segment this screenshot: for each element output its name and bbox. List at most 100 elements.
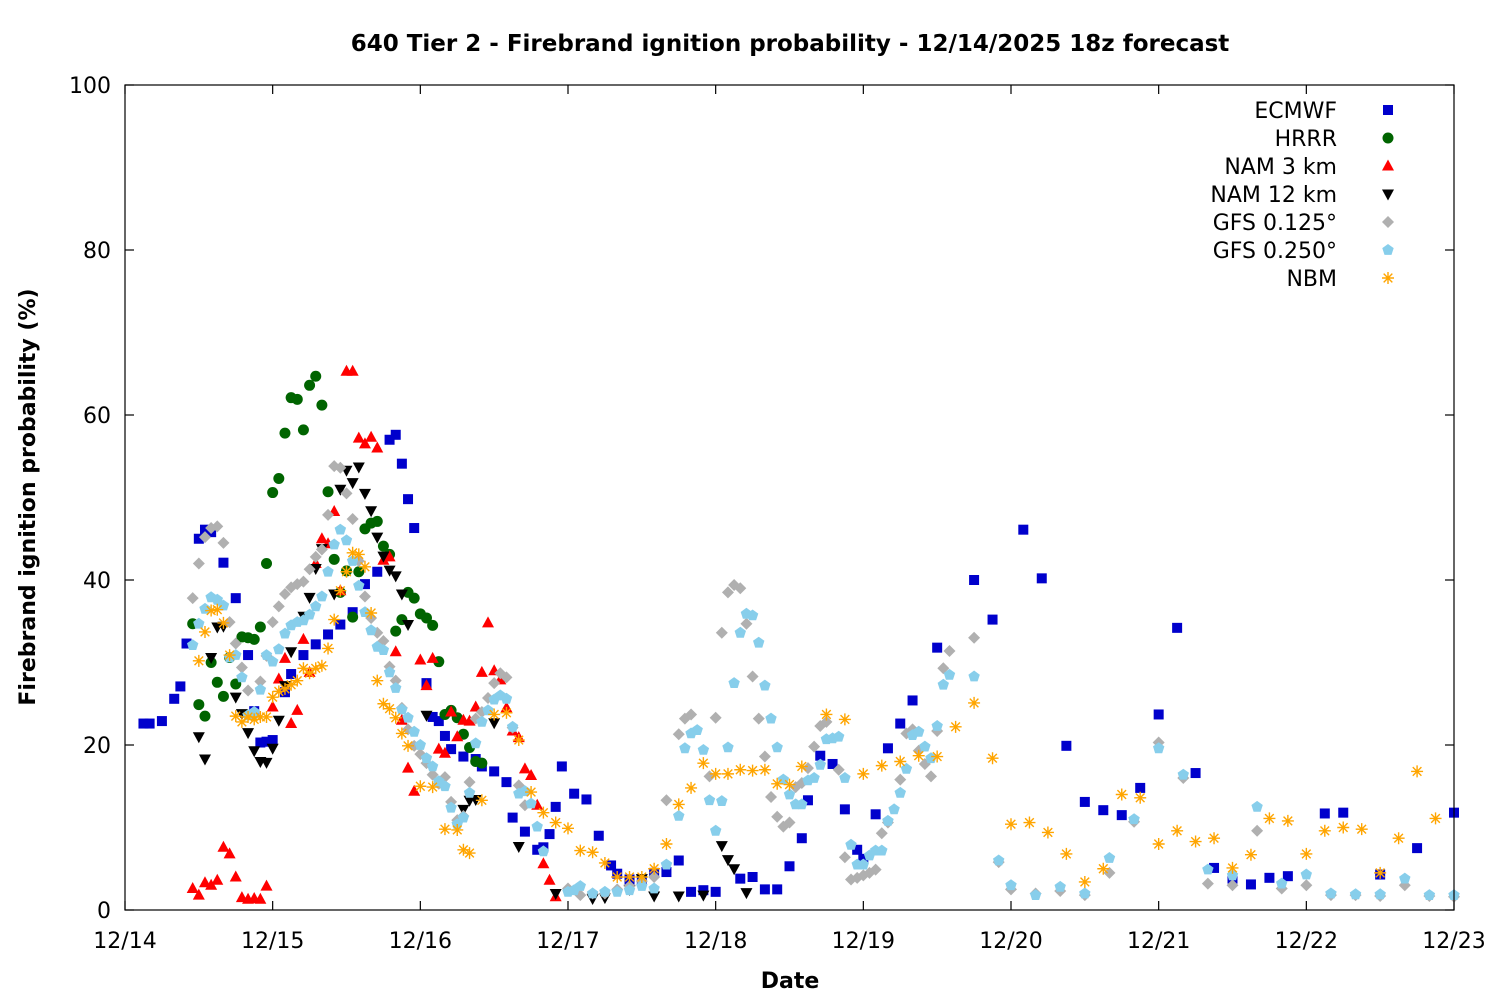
data-point [334,584,347,597]
data-point [377,551,390,563]
data-point [192,654,205,667]
data-point [138,718,149,729]
data-point [746,609,759,621]
data-point [852,844,863,855]
data-point [574,880,586,891]
data-point [199,710,211,722]
data-point [544,829,555,840]
data-point [500,671,513,684]
data-point [796,798,808,810]
data-point [475,794,488,807]
data-point [255,737,266,748]
data-point [1172,622,1183,633]
data-point [192,732,205,744]
data-point [1171,824,1184,837]
data-point [316,590,328,602]
data-point [648,891,661,903]
data-point [815,750,826,761]
data-point [765,790,778,803]
data-point [796,833,807,844]
data-point [1374,888,1386,900]
data-point [685,708,698,721]
data-point [1263,812,1276,825]
data-point [968,670,980,682]
data-point [1061,740,1072,751]
data-point [518,762,531,774]
data-point [223,847,236,859]
data-point [1005,879,1017,891]
data-point [1103,852,1116,863]
data-point [371,674,384,687]
plot-frame [124,84,1455,911]
data-point [303,592,316,604]
data-point [697,744,710,755]
data-point [857,858,869,870]
data-point [278,682,291,695]
x-tick-label: 12/16 [389,929,452,954]
data-point [358,488,371,500]
data-point [1411,765,1424,778]
x-tick-label: 12/14 [93,929,156,954]
legend: ECMWF HRRR NAM 3 km NAM 12 km GFS 0.125° GFS … [1210,99,1394,292]
data-point [931,750,944,763]
data-point [1189,835,1202,848]
data-points [138,364,1460,905]
data-point [353,566,365,578]
data-point [193,617,205,629]
data-point [438,746,451,758]
data-point [740,617,753,630]
legend-marker [1382,159,1394,171]
data-point [309,662,322,675]
data-point [463,776,476,789]
legend-marker [1382,244,1394,255]
data-point [1392,832,1405,845]
data-point [297,424,309,436]
data-point [297,575,310,588]
data-point [371,441,384,453]
data-point [1134,791,1147,804]
data-point [470,737,482,749]
data-point [648,871,661,883]
data-point [476,757,488,769]
data-point [352,462,365,474]
data-point [1128,813,1140,825]
data-point [156,716,167,727]
data-point [1264,872,1275,883]
data-point [894,786,906,798]
data-point [451,730,464,742]
x-tick-label: 12/20 [979,929,1042,954]
data-point [759,679,771,691]
data-point [303,608,316,620]
data-point [353,579,365,591]
data-point [606,860,617,871]
data-point [217,690,229,702]
data-point [728,864,741,876]
data-point [285,647,298,659]
y-tick-label: 0 [97,899,111,924]
data-point [574,844,587,857]
data-point [383,702,396,715]
data-point [673,855,684,866]
data-point [273,473,285,485]
data-point [286,669,297,680]
data-point [463,786,476,798]
data-point [187,639,199,650]
data-point [549,889,562,900]
data-point [746,670,759,683]
y-tick-label: 100 [69,74,111,99]
data-point [876,844,888,856]
data-point [919,740,931,752]
data-point [235,715,248,728]
data-point [839,772,851,783]
data-point [734,763,747,776]
data-point [254,683,267,695]
legend-label: NBM [1286,267,1337,292]
data-point [223,649,236,662]
data-point [217,536,230,549]
data-point [198,876,211,888]
data-point [427,711,438,722]
data-point [254,710,267,723]
data-point [537,857,550,869]
data-point [715,626,728,639]
data-point [414,653,427,665]
